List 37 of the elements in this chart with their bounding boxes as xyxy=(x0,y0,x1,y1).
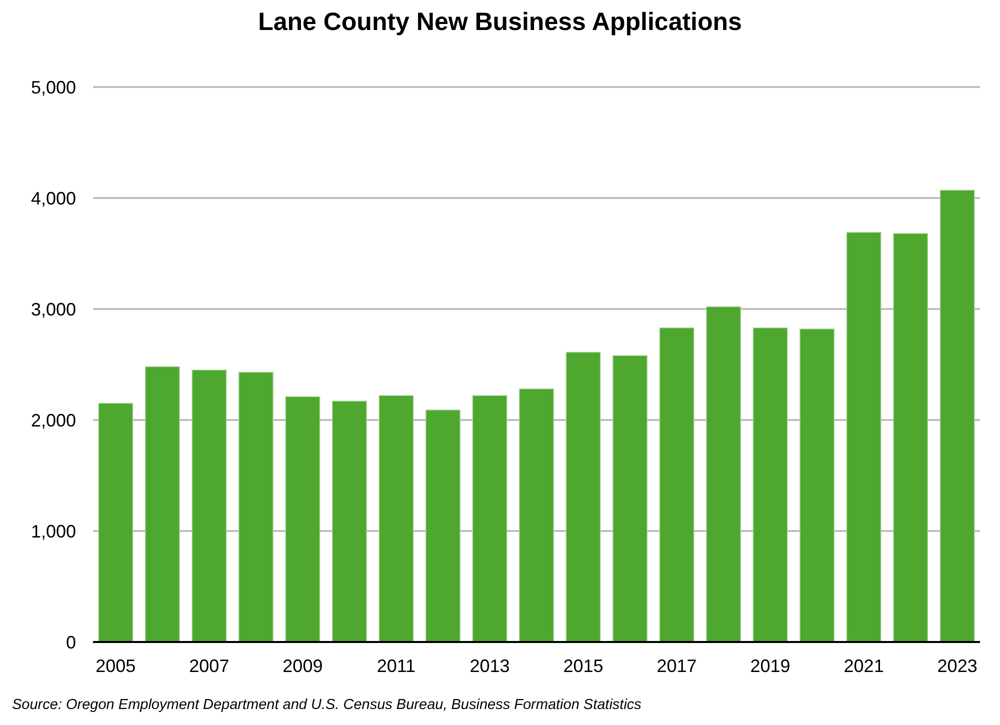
bar xyxy=(752,327,788,642)
x-tick-label: 2021 xyxy=(844,656,884,676)
bar xyxy=(706,306,741,642)
y-tick-label: 4,000 xyxy=(30,188,76,208)
y-tick-label: 0 xyxy=(66,632,76,652)
x-tick-label: 2017 xyxy=(656,656,697,676)
source-note: Source: Oregon Employment Department and U.S. Census Bureau, Business Formation Statistics xyxy=(12,697,642,713)
bar xyxy=(192,370,227,642)
bar xyxy=(426,410,460,642)
x-tick-label: 2015 xyxy=(563,656,604,676)
bar xyxy=(519,388,554,642)
bar xyxy=(238,372,274,642)
x-tick-label: 2023 xyxy=(937,656,978,676)
x-tick-label: 2011 xyxy=(376,656,416,676)
y-tick-label: 5,000 xyxy=(30,77,76,98)
bar xyxy=(98,402,134,642)
bar xyxy=(285,396,320,642)
bar xyxy=(566,352,601,642)
y-tick-label: 1,000 xyxy=(30,521,76,542)
bar xyxy=(612,355,648,642)
bar xyxy=(332,400,367,642)
y-tick-label: 2,000 xyxy=(30,410,76,430)
x-tick-label: 2009 xyxy=(282,656,323,676)
x-tick-label: 2019 xyxy=(750,656,790,676)
chart-title: Lane County New Business Applications xyxy=(258,8,742,36)
bar xyxy=(893,233,928,642)
bar xyxy=(846,232,882,642)
x-tick-label: 2007 xyxy=(189,656,230,676)
x-tick-label: 2013 xyxy=(470,656,510,676)
bar xyxy=(940,190,975,642)
bar xyxy=(472,395,508,642)
y-tick-label: 3,000 xyxy=(30,299,76,320)
bar xyxy=(800,328,835,642)
bar xyxy=(659,327,694,642)
bar xyxy=(144,366,180,642)
x-tick-label: 2005 xyxy=(96,656,136,676)
bar xyxy=(378,395,414,642)
